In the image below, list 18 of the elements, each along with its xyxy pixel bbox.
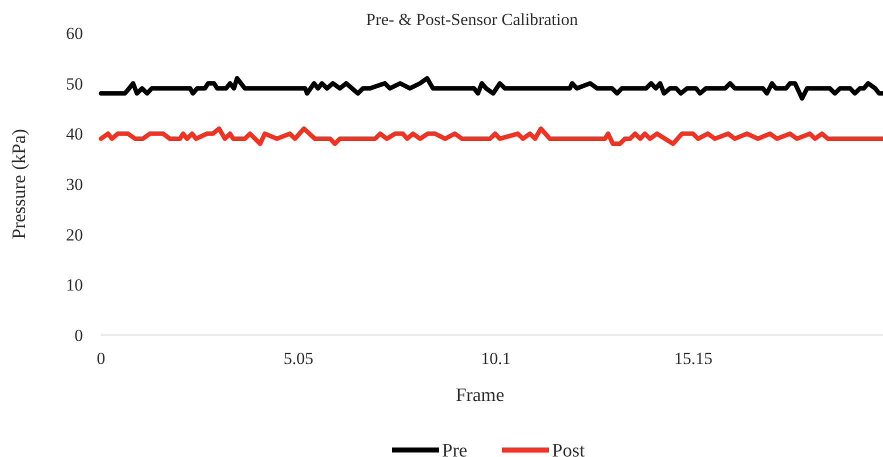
x-axis-title: Frame <box>456 385 504 406</box>
y-tick-label: 40 <box>66 124 83 144</box>
y-tick-label: 0 <box>74 326 83 345</box>
chart-title: Pre- & Post-Sensor Calibration <box>366 10 578 29</box>
line-series <box>98 76 883 101</box>
y-tick-label: 50 <box>66 74 83 94</box>
y-tick-label: 30 <box>66 174 83 194</box>
y-tick-label: 60 <box>66 24 83 43</box>
y-axis-title: Pressure (kPa) <box>9 128 30 240</box>
y-tick-label: 20 <box>66 225 83 244</box>
y-tick-label: 10 <box>66 276 83 295</box>
x-tick-label: 5.05 <box>284 349 314 368</box>
line-series <box>98 126 883 146</box>
x-tick-label: 10.1 <box>481 349 511 368</box>
legend-label: Post <box>552 440 586 457</box>
x-tick-label: 15.15 <box>674 349 712 368</box>
x-tick-label: 0 <box>96 349 106 368</box>
legend-label: Pre <box>442 440 468 457</box>
